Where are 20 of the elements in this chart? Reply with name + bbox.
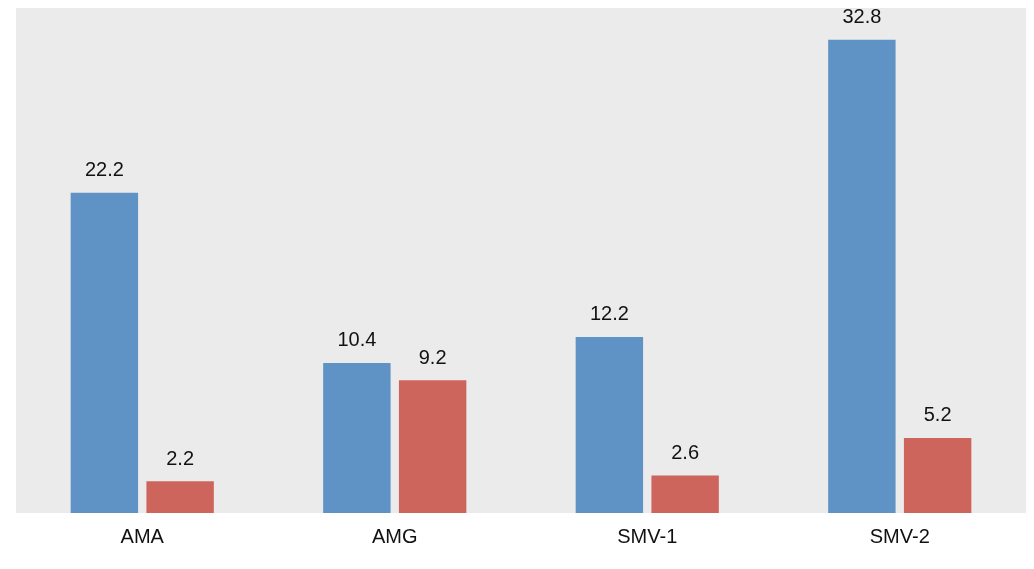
bar [651, 475, 719, 513]
data-label: 12.2 [589, 302, 629, 325]
bar [323, 362, 391, 513]
data-label: 10.4 [337, 328, 377, 351]
bar [70, 192, 139, 513]
x-tick-label: AMG [371, 524, 418, 547]
x-tick-label: SMV-1 [617, 524, 678, 547]
bar [828, 39, 896, 513]
data-label: 2.6 [671, 441, 700, 463]
data-label: 2.2 [166, 446, 195, 469]
data-label: 32.8 [842, 5, 882, 28]
x-tick-label: SMV-2 [869, 524, 930, 547]
bar [146, 481, 214, 513]
data-label: 5.2 [923, 403, 952, 426]
bar [903, 437, 972, 513]
bar [575, 336, 644, 513]
data-label: 9.2 [418, 345, 447, 368]
x-tick-label: AMA [120, 524, 165, 547]
bar [398, 380, 467, 513]
data-label: 22.2 [84, 158, 124, 181]
